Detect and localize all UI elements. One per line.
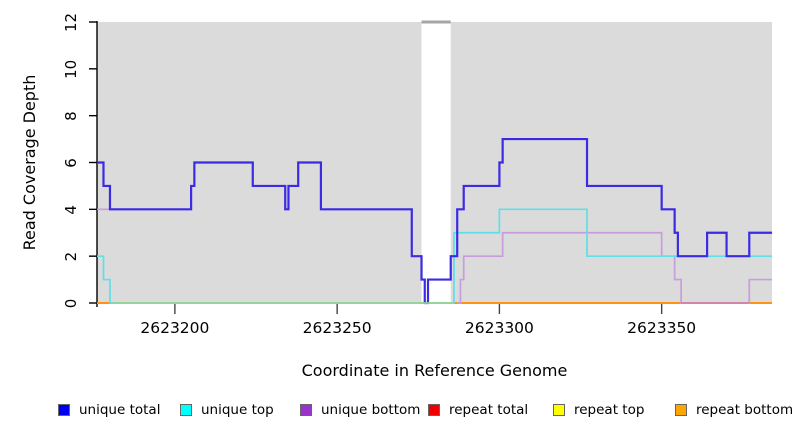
y-axis-title: Read Coverage Depth	[20, 74, 39, 251]
legend-item-unique-bottom: unique bottom	[300, 398, 420, 422]
y-tick-label: 4	[62, 205, 80, 215]
masked-region-band	[421, 22, 451, 303]
legend-label: repeat total	[449, 402, 529, 418]
y-tick-label: 10	[62, 60, 80, 79]
legend-item-repeat-bottom: repeat bottom	[675, 398, 792, 422]
y-tick-label: 6	[62, 158, 80, 168]
x-axis-title: Coordinate in Reference Genome	[301, 361, 568, 380]
legend-label: repeat bottom	[696, 402, 792, 418]
legend-label: unique total	[79, 402, 161, 418]
legend-label: unique bottom	[321, 402, 421, 418]
series-unique-total	[97, 137, 772, 305]
y-tick-label: 0	[62, 299, 80, 309]
x-tick-label: 2623200	[140, 319, 209, 337]
legend-swatch-icon	[180, 404, 192, 416]
x-tick-label: 2623350	[627, 319, 696, 337]
legend-swatch-icon	[675, 404, 687, 416]
y-tick-label: 12	[62, 13, 80, 32]
legend-swatch-icon	[553, 404, 565, 416]
series-unique-top	[97, 208, 772, 304]
legend-swatch-icon	[428, 404, 440, 416]
legend-item-unique-total: unique total	[58, 398, 160, 422]
legend-label: repeat top	[574, 402, 645, 418]
masked-region-cap	[421, 20, 451, 24]
legend-swatch-icon	[58, 404, 70, 416]
legend-label: unique top	[201, 402, 274, 418]
y-tick-label: 2	[62, 252, 80, 262]
legend-item-repeat-total: repeat total	[428, 398, 528, 422]
legend: unique total unique top unique bottom repea…	[0, 398, 792, 422]
x-tick-label: 2623300	[465, 319, 534, 337]
legend-swatch-icon	[300, 404, 312, 416]
y-tick-label: 8	[62, 111, 80, 121]
x-tick-label: 2623250	[303, 319, 372, 337]
legend-item-repeat-top: repeat top	[553, 398, 644, 422]
legend-item-unique-top: unique top	[180, 398, 274, 422]
